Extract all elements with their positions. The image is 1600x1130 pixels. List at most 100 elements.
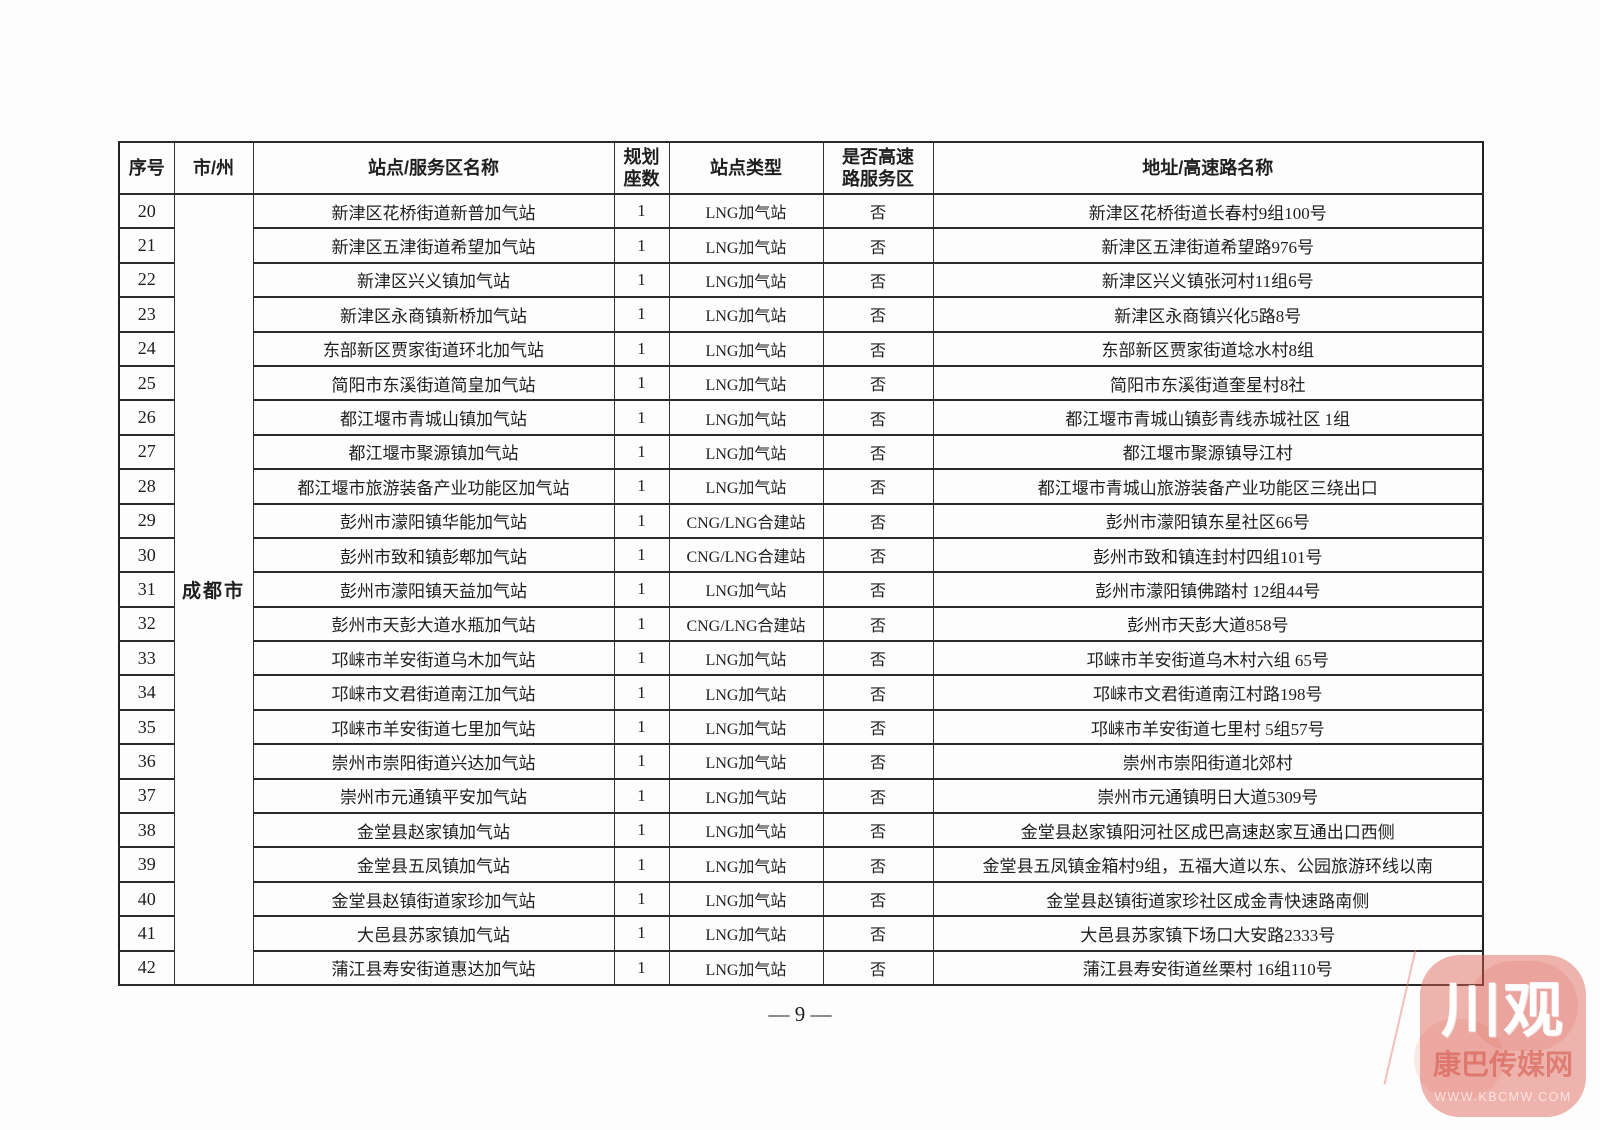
cell-address: 蒲江县寿安街道丝栗村 16组110号: [932, 949, 1484, 986]
cell-station-name: 简阳市东溪街道简皇加气站: [252, 364, 615, 402]
cell-address: 邛崃市羊安街道乌木村六组 65号: [932, 640, 1484, 677]
cell-row-number: 41: [118, 915, 175, 952]
table-row: 20 成都市 新津区花桥街道新普加气站 1 LNG加气站 否 新津区花桥街道长春…: [118, 192, 1484, 986]
cell-station-name: 彭州市濛阳镇华能加气站: [252, 502, 615, 539]
cell-station-name: 邛崃市羊安街道七里加气站: [252, 708, 615, 746]
cell-station-name: 都江堰市旅游装备产业功能区加气站: [252, 468, 615, 505]
cell-is-highway-service: 否: [822, 399, 934, 436]
cell-planned-seats: 1: [613, 743, 670, 780]
header-planned-seats-line1: 规划: [623, 146, 660, 167]
cell-station-name: 彭州市濛阳镇天益加气站: [252, 571, 615, 608]
cell-planned-seats: 1: [613, 674, 670, 711]
cell-station-type: LNG加气站: [668, 571, 824, 608]
cell-planned-seats: 1: [613, 227, 670, 264]
cell-station-type: LNG加气站: [668, 880, 824, 918]
cell-station-type: LNG加气站: [668, 812, 824, 849]
cell-station-type: LNG加气站: [668, 468, 824, 505]
header-highway-line1: 是否高速: [842, 146, 914, 167]
cell-row-number: 20: [118, 192, 175, 230]
cell-planned-seats: 1: [613, 880, 670, 918]
cell-address: 东部新区贾家街道埝水村8组: [932, 330, 1484, 367]
cell-is-highway-service: 否: [822, 536, 934, 574]
header-highway-service-area: 是否高速 路服务区: [822, 141, 934, 195]
cell-station-name: 金堂县五凤镇加气站: [252, 846, 615, 883]
cell-row-number: 23: [118, 296, 175, 333]
cell-planned-seats: 1: [613, 915, 670, 952]
cell-address: 金堂县五凤镇金箱村9组，五福大道以东、公园旅游环线以南: [932, 846, 1484, 883]
cell-row-number: 22: [118, 261, 175, 299]
cell-is-highway-service: 否: [822, 296, 934, 333]
cell-is-highway-service: 否: [822, 880, 934, 918]
header-planned-seats-line2: 座数: [623, 169, 660, 189]
cell-station-type: LNG加气站: [668, 261, 824, 299]
cell-address: 简阳市东溪街道奎星村8社: [932, 364, 1484, 402]
table-row: 33 邛崃市羊安街道乌木加气站 1 LNG加气站 否 邛崃市羊安街道乌木村六组 …: [118, 640, 1484, 677]
cell-address: 大邑县苏家镇下场口大安路2333号: [932, 915, 1484, 952]
cell-station-name: 崇州市元通镇平安加气站: [252, 777, 615, 815]
cell-row-number: 40: [118, 880, 175, 918]
cell-address: 邛崃市文君街道南江村路198号: [932, 674, 1484, 711]
cell-planned-seats: 1: [613, 468, 670, 505]
cell-row-number: 36: [118, 743, 175, 780]
cell-row-number: 35: [118, 708, 175, 746]
cell-address: 彭州市濛阳镇佛踏村 12组44号: [932, 571, 1484, 608]
header-planned-seats: 规划 座数: [613, 141, 670, 195]
cell-planned-seats: 1: [613, 502, 670, 539]
cell-row-number: 27: [118, 433, 175, 471]
cell-is-highway-service: 否: [822, 468, 934, 505]
cell-is-highway-service: 否: [822, 605, 934, 643]
cell-station-name: 新津区永商镇新桥加气站: [252, 296, 615, 333]
table-row: 39 金堂县五凤镇加气站 1 LNG加气站 否 金堂县五凤镇金箱村9组，五福大道…: [118, 846, 1484, 883]
cell-row-number: 32: [118, 605, 175, 643]
cell-address: 崇州市元通镇明日大道5309号: [932, 777, 1484, 815]
cell-row-number: 37: [118, 777, 175, 815]
header-highway-line2: 路服务区: [842, 169, 914, 189]
cell-is-highway-service: 否: [822, 812, 934, 849]
table-row: 25 简阳市东溪街道简皇加气站 1 LNG加气站 否 简阳市东溪街道奎星村8社: [118, 364, 1484, 402]
cell-station-type: LNG加气站: [668, 640, 824, 677]
table-row: 36 崇州市崇阳街道兴达加气站 1 LNG加气站 否 崇州市崇阳街道北郊村: [118, 743, 1484, 780]
cell-address: 彭州市天彭大道858号: [932, 605, 1484, 643]
cell-planned-seats: 1: [613, 640, 670, 677]
cell-station-name: 邛崃市羊安街道乌木加气站: [252, 640, 615, 677]
table-row: 22 新津区兴义镇加气站 1 LNG加气站 否 新津区兴义镇张河村11组6号: [118, 261, 1484, 299]
cell-is-highway-service: 否: [822, 915, 934, 952]
cell-is-highway-service: 否: [822, 777, 934, 815]
cell-planned-seats: 1: [613, 399, 670, 436]
cell-station-type: LNG加气站: [668, 777, 824, 815]
table-row: 40 金堂县赵镇街道家珍加气站 1 LNG加气站 否 金堂县赵镇街道家珍社区成金…: [118, 880, 1484, 918]
cell-planned-seats: 1: [613, 296, 670, 333]
cell-planned-seats: 1: [613, 192, 670, 230]
cell-is-highway-service: 否: [822, 743, 934, 780]
cell-address: 都江堰市青城山镇彭青线赤城社区 1组: [932, 399, 1484, 436]
cell-is-highway-service: 否: [822, 708, 934, 746]
cell-address: 彭州市濛阳镇东星社区66号: [932, 502, 1484, 539]
cell-planned-seats: 1: [613, 777, 670, 815]
table-row: 34 邛崃市文君街道南江加气站 1 LNG加气站 否 邛崃市文君街道南江村路19…: [118, 674, 1484, 711]
cell-station-type: LNG加气站: [668, 192, 824, 230]
cell-station-type: LNG加气站: [668, 674, 824, 711]
cell-is-highway-service: 否: [822, 674, 934, 711]
table-row: 28 都江堰市旅游装备产业功能区加气站 1 LNG加气站 否 都江堰市青城山旅游…: [118, 468, 1484, 505]
cell-row-number: 25: [118, 364, 175, 402]
header-station-type: 站点类型: [668, 141, 824, 195]
cell-address: 都江堰市青城山旅游装备产业功能区三绕出口: [932, 468, 1484, 505]
cell-address: 新津区花桥街道长春村9组100号: [932, 192, 1484, 230]
table-row: 23 新津区永商镇新桥加气站 1 LNG加气站 否 新津区永商镇兴化5路8号: [118, 296, 1484, 333]
table-row: 42 蒲江县寿安街道惠达加气站 1 LNG加气站 否 蒲江县寿安街道丝栗村 16…: [118, 949, 1484, 986]
cell-station-name: 新津区兴义镇加气站: [252, 261, 615, 299]
cell-station-type: CNG/LNG合建站: [668, 536, 824, 574]
cell-address: 金堂县赵镇街道家珍社区成金青快速路南侧: [932, 880, 1484, 918]
cell-planned-seats: 1: [613, 949, 670, 986]
cell-planned-seats: 1: [613, 364, 670, 402]
cell-station-name: 都江堰市聚源镇加气站: [252, 433, 615, 471]
cell-station-name: 新津区五津街道希望加气站: [252, 227, 615, 264]
cell-station-type: LNG加气站: [668, 227, 824, 264]
cell-row-number: 30: [118, 536, 175, 574]
cell-planned-seats: 1: [613, 846, 670, 883]
cell-station-name: 都江堰市青城山镇加气站: [252, 399, 615, 436]
cell-is-highway-service: 否: [822, 502, 934, 539]
cell-station-name: 新津区花桥街道新普加气站: [252, 192, 615, 230]
header-city-state: 市/州: [173, 141, 254, 195]
